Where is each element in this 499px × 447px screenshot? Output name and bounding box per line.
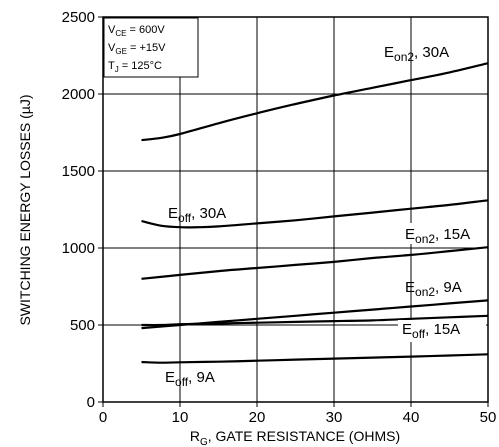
y-tick-label: 2500 [62,9,95,26]
label-subscript: off [175,375,189,389]
label-symbol: E [405,279,415,296]
series-line-eon2-30a [141,62,489,142]
series-label-eon2-9a: Eon2, 9A [405,279,462,299]
series-line-eoff-9a [141,353,489,364]
y-tick-label: 1500 [62,163,95,180]
x-axis-title: RG, GATE RESISTANCE (OHMS) [190,428,400,447]
label-bg-eoff-15a [398,320,486,342]
y-tick-label: 2000 [62,86,95,103]
series-label-eoff-30a: Eoff, 30A [168,205,226,225]
series-lines [141,62,489,364]
series-label-eon2-15a: Eon2, 15A [405,226,470,246]
x-tick-label: 30 [326,409,343,426]
label-symbol: E [405,226,415,243]
plot-frame [102,16,489,403]
condition-symbol: V [108,42,116,54]
series-line-eoff-30a [141,199,489,229]
series-label-eon2-30a: Eon2, 30A [384,44,449,64]
x-axis-subscript: G [200,437,208,447]
label-subscript: off [412,327,426,341]
conditions-box: VCE = 600V VGE = +15V TJ = 125°C [103,17,199,78]
y-tick-labels: 0 500 1000 1500 2000 2500 [62,9,95,411]
x-tick-label: 50 [480,409,497,426]
series-line-eon2-15a [141,246,489,280]
condition-value: = 125°C [119,60,162,72]
label-value: , 30A [414,44,449,61]
x-tick-label: 0 [99,409,107,426]
label-subscript: on2 [394,50,414,64]
label-symbol: E [165,369,175,386]
label-symbol: E [168,205,178,222]
conditions-frame [103,17,199,78]
y-tick-label: 0 [87,394,95,411]
y-axis-title: SWITCHING ENERGY LOSSES (µJ) [17,94,33,325]
label-subscript: on2 [415,285,435,299]
x-tick-labels: 0 10 20 30 40 50 [99,409,497,426]
label-symbol: E [384,44,394,61]
label-bg-eon2-15a [403,223,487,244]
x-tick-label: 40 [403,409,420,426]
condition-vce: VCE = 600V [108,24,165,38]
condition-subscript: J [115,65,119,74]
series-label-eoff-9a: Eoff, 9A [165,369,215,389]
condition-symbol: T [108,60,115,72]
x-axis-rest: , GATE RESISTANCE (OHMS) [208,428,400,444]
condition-value: = 600V [126,24,165,36]
condition-subscript: GE [115,47,127,56]
condition-symbol: V [108,24,116,36]
condition-value: = +15V [127,42,166,54]
label-value: , 9A [188,369,215,386]
x-tick-label: 20 [249,409,266,426]
label-value: , 15A [425,321,460,338]
y-tick-label: 1000 [62,240,95,257]
label-symbol: E [402,321,412,338]
condition-subscript: CE [115,29,126,38]
label-value: , 9A [435,279,462,296]
condition-vge: VGE = +15V [108,42,166,56]
series-label-eoff-15a: Eoff, 15A [402,321,460,341]
label-subscript: off [178,211,192,225]
x-axis-symbol: R [190,428,200,444]
label-subscript: on2 [415,232,435,246]
x-tick-label: 10 [172,409,189,426]
condition-tj: TJ = 125°C [108,60,162,74]
series-line-eoff-15a [141,314,489,327]
label-value: , 30A [191,205,226,222]
label-value: , 15A [435,226,470,243]
y-tick-label: 500 [70,317,95,334]
